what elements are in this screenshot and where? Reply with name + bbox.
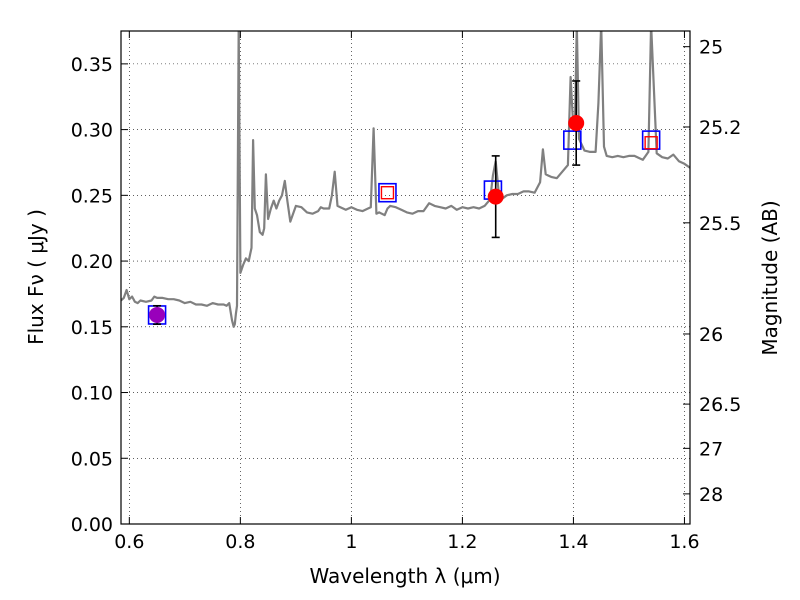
red-square-marker [644, 136, 658, 150]
x-tick-label: 1.4 [558, 531, 588, 553]
y-tick-label: 0.15 [71, 317, 113, 339]
blue-square-marker [563, 130, 582, 150]
x-tick-label: 0.6 [114, 531, 144, 553]
y-tick-label: 0.20 [71, 251, 113, 273]
y-tick-label: 0.25 [71, 185, 113, 207]
x-tick-label: 1 [345, 531, 357, 553]
y-tick-label: 0.10 [71, 383, 113, 405]
tick-layer: 0.6 0.8 1 1.2 1.4 1.6 0.00 0.05 0.10 0.15 0.20 0.25… [71, 31, 741, 553]
red-circle-marker [487, 188, 504, 205]
x-tick-label: 1.6 [669, 531, 699, 553]
y2-tick-label: 26 [699, 324, 723, 346]
purple-circle-marker [149, 306, 166, 323]
y-tick-label: 0.00 [71, 514, 113, 536]
marker-layer [147, 80, 661, 325]
y2-tick-label: 25.2 [699, 117, 741, 139]
y-tick-label: 0.05 [71, 448, 113, 470]
y-tick-label: 0.30 [71, 120, 113, 142]
y2-tick-label: 25 [699, 37, 723, 59]
y2-tick-label: 25.5 [699, 213, 741, 235]
red-circle-marker [568, 115, 585, 132]
x-tick-label: 0.8 [225, 531, 255, 553]
blue-square-marker [378, 182, 397, 203]
y2-axis-label: Magnitude (AB) [758, 200, 782, 355]
y2-tick-label: 26.5 [699, 394, 741, 416]
plot-frame [120, 30, 691, 525]
grid [121, 31, 690, 525]
red-square-marker [380, 186, 395, 200]
spectrum-layer [121, 31, 690, 328]
y2-tick-label: 27 [699, 438, 723, 460]
y-tick-label: 0.35 [71, 54, 113, 76]
x-axis-label: Wavelength λ (μm) [309, 564, 500, 588]
y2-tick-label: 28 [699, 484, 723, 506]
x-tick-label: 1.2 [447, 531, 477, 553]
spectrum-line [121, 31, 690, 328]
y-axis-label: Flux Fν ( μJy ) [24, 209, 48, 345]
